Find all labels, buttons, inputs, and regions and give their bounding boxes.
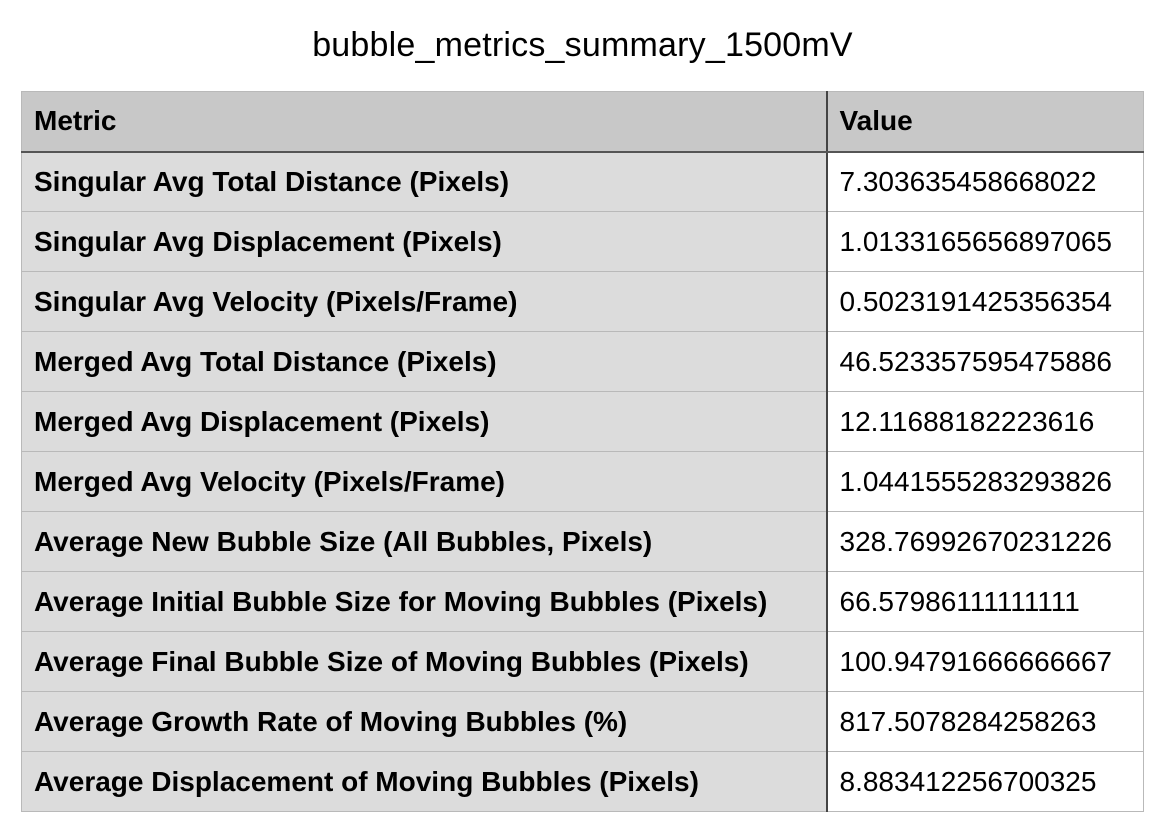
table-row: Merged Avg Total Distance (Pixels) 46.52… xyxy=(21,331,1144,392)
metric-cell: Average New Bubble Size (All Bubbles, Pi… xyxy=(21,511,828,572)
table-row: Singular Avg Total Distance (Pixels) 7.3… xyxy=(21,151,1144,212)
table-row: Merged Avg Displacement (Pixels) 12.1168… xyxy=(21,391,1144,452)
table-row: Average New Bubble Size (All Bubbles, Pi… xyxy=(21,511,1144,572)
metric-cell: Average Initial Bubble Size for Moving B… xyxy=(21,571,828,632)
value-cell: 328.76992670231226 xyxy=(826,511,1144,572)
table-row: Average Final Bubble Size of Moving Bubb… xyxy=(21,631,1144,692)
table-row: Average Initial Bubble Size for Moving B… xyxy=(21,571,1144,632)
metric-cell: Merged Avg Velocity (Pixels/Frame) xyxy=(21,451,828,512)
value-cell: 817.5078284258263 xyxy=(826,691,1144,752)
value-cell: 8.883412256700325 xyxy=(826,751,1144,812)
table-header-row: Metric Value xyxy=(21,91,1144,153)
metric-cell: Average Growth Rate of Moving Bubbles (%… xyxy=(21,691,828,752)
table-row: Average Displacement of Moving Bubbles (… xyxy=(21,751,1144,812)
metric-cell: Singular Avg Displacement (Pixels) xyxy=(21,211,828,272)
value-cell: 1.0133165656897065 xyxy=(826,211,1144,272)
metric-cell: Singular Avg Velocity (Pixels/Frame) xyxy=(21,271,828,332)
column-header-metric: Metric xyxy=(21,91,828,153)
table-title: bubble_metrics_summary_1500mV xyxy=(312,26,853,64)
metric-cell: Average Final Bubble Size of Moving Bubb… xyxy=(21,631,828,692)
value-cell: 66.57986111111111 xyxy=(826,571,1144,632)
table-row: Singular Avg Displacement (Pixels) 1.013… xyxy=(21,211,1144,272)
column-header-value: Value xyxy=(826,91,1144,153)
table-row: Average Growth Rate of Moving Bubbles (%… xyxy=(21,691,1144,752)
metric-cell: Average Displacement of Moving Bubbles (… xyxy=(21,751,828,812)
metrics-table: Metric Value Singular Avg Total Distance… xyxy=(21,91,1144,812)
metric-cell: Merged Avg Displacement (Pixels) xyxy=(21,391,828,452)
value-cell: 0.5023191425356354 xyxy=(826,271,1144,332)
value-cell: 12.11688182223616 xyxy=(826,391,1144,452)
metric-cell: Merged Avg Total Distance (Pixels) xyxy=(21,331,828,392)
metric-cell: Singular Avg Total Distance (Pixels) xyxy=(21,151,828,212)
table-row: Merged Avg Velocity (Pixels/Frame) 1.044… xyxy=(21,451,1144,512)
value-cell: 46.523357595475886 xyxy=(826,331,1144,392)
value-cell: 100.94791666666667 xyxy=(826,631,1144,692)
value-cell: 7.303635458668022 xyxy=(826,151,1144,212)
value-cell: 1.0441555283293826 xyxy=(826,451,1144,512)
table-row: Singular Avg Velocity (Pixels/Frame) 0.5… xyxy=(21,271,1144,332)
